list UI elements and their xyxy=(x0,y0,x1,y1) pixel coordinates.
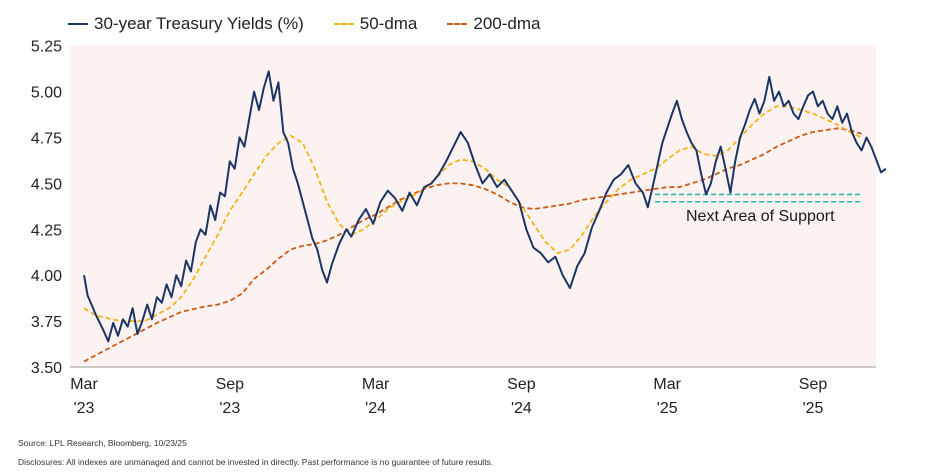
x-tick-label-year: '25 xyxy=(803,400,824,417)
chart-legend: 30-year Treasury Yields (%) 50-dma 200-d… xyxy=(68,14,571,34)
legend-label-200dma: 200-dma xyxy=(473,14,541,33)
support-annotation: Next Area of Support xyxy=(686,208,835,225)
y-tick-label: 4.75 xyxy=(31,131,62,148)
y-tick-label: 4.50 xyxy=(31,176,62,193)
x-tick-label-month: Sep xyxy=(799,376,828,393)
legend-item-200dma: 200-dma xyxy=(447,14,541,34)
x-tick-label-month: Sep xyxy=(216,376,245,393)
source-note: Source: LPL Research, Bloomberg, 10/23/2… xyxy=(18,438,187,448)
legend-label-yield: 30-year Treasury Yields (%) xyxy=(94,14,304,33)
x-tick-label-year: '23 xyxy=(219,400,240,417)
legend-swatch-yield xyxy=(68,23,88,25)
legend-swatch-200dma xyxy=(447,23,468,25)
x-tick-label-year: '24 xyxy=(511,400,532,417)
y-tick-label: 4.00 xyxy=(31,268,62,285)
y-tick-label: 3.75 xyxy=(31,314,62,331)
plot-background xyxy=(70,45,876,367)
x-tick-label-year: '24 xyxy=(365,400,386,417)
legend-item-50dma: 50-dma xyxy=(333,14,418,34)
series-line-yield xyxy=(83,70,887,343)
x-tick-label-month: Mar xyxy=(70,376,98,393)
disclosure-note: Disclosures: All indexes are unmanaged a… xyxy=(18,457,494,467)
legend-item-yield: 30-year Treasury Yields (%) xyxy=(68,14,304,34)
x-tick-label-month: Mar xyxy=(362,376,390,393)
x-tick-label-month: Mar xyxy=(653,376,681,393)
y-tick-label: 5.25 xyxy=(31,39,62,56)
x-tick-label-month: Sep xyxy=(507,376,536,393)
series-line-dma50 xyxy=(83,105,862,322)
y-tick-label: 4.25 xyxy=(31,222,62,239)
x-tick-label-year: '23 xyxy=(74,400,95,417)
y-tick-label: 5.00 xyxy=(31,85,62,102)
legend-swatch-50dma xyxy=(333,23,354,25)
y-tick-label: 3.50 xyxy=(31,360,62,377)
legend-label-50dma: 50-dma xyxy=(359,14,418,33)
x-tick-label-year: '25 xyxy=(657,400,678,417)
